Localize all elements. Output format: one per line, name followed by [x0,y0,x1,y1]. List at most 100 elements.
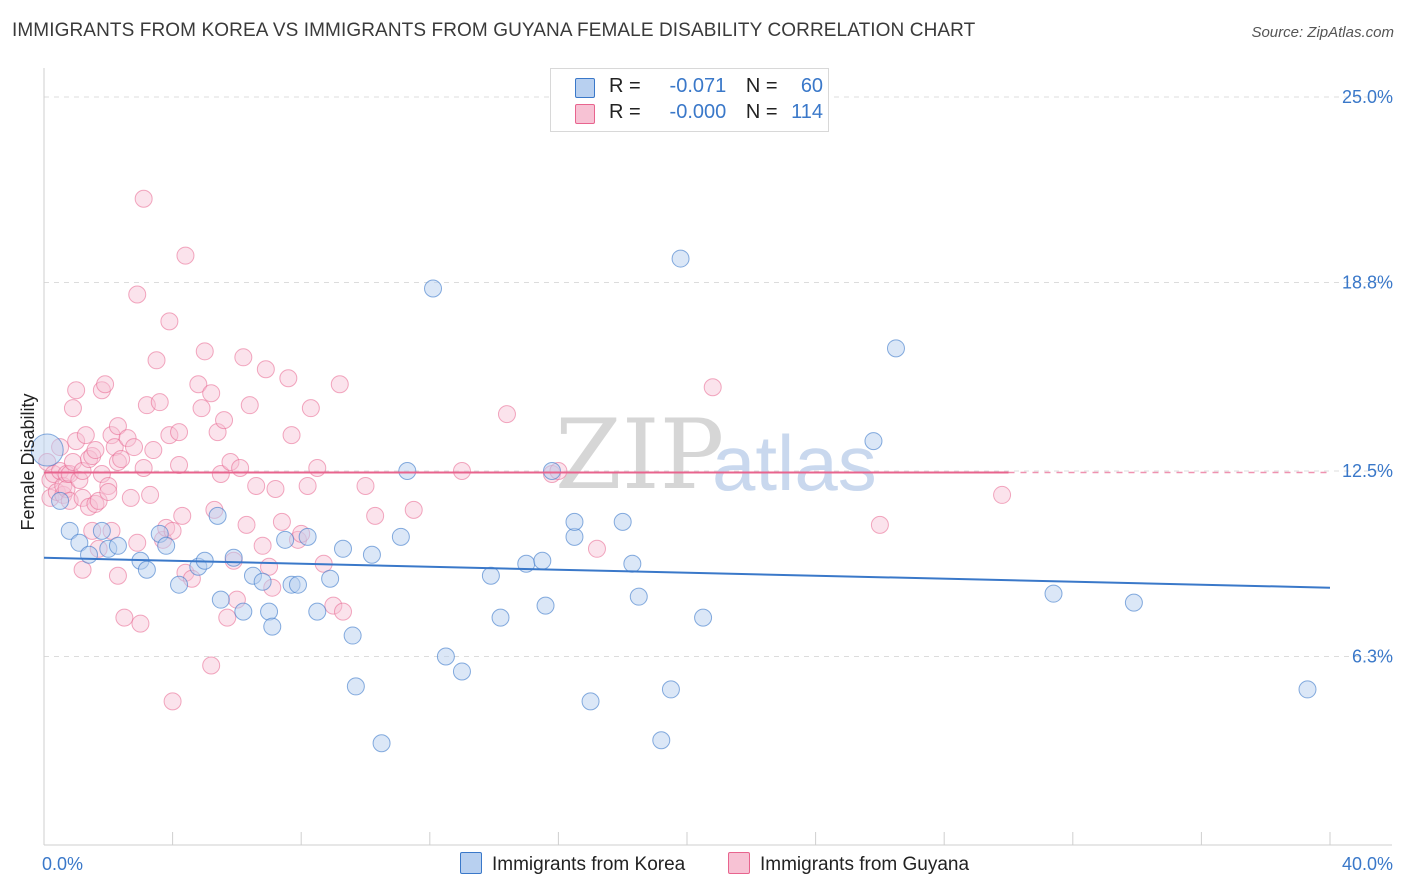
korea-point [137,560,156,579]
legend-swatch-korea [575,78,595,98]
guyana-point [115,608,134,627]
guyana-point [92,381,111,400]
korea-point [260,602,279,621]
korea-point [288,575,307,594]
korea-point [1044,584,1063,603]
legend-text-korea: R = -0.071 N = 60 [609,75,823,98]
guyana-point [240,396,259,415]
guyana-point [144,441,163,460]
guyana-points [38,189,1012,711]
guyana-point [128,285,147,304]
korea-point [298,527,317,546]
guyana-point [108,453,127,472]
korea-point [886,339,905,358]
guyana-point [202,656,221,675]
korea-point [70,533,89,552]
korea-point [308,602,327,621]
guyana-point [333,602,352,621]
guyana-point [121,488,140,507]
guyana-point [587,539,606,558]
guyana-point [266,479,285,498]
korea-point [208,506,227,525]
guyana-point [202,384,221,403]
guyana-point [356,476,375,495]
korea-point [372,734,391,753]
y-tick-label: 18.8% [1342,273,1393,293]
korea-point [652,731,671,750]
guyana-point [237,515,256,534]
guyana-point [173,506,192,525]
guyana-point [112,450,131,469]
correlation-legend: R = -0.071 N = 60 R = -0.000 N = 114 [550,68,829,132]
guyana-point [73,462,92,480]
guyana-point [452,462,471,480]
x-tick-label: 0.0% [42,854,83,874]
korea-point [362,545,381,564]
korea-point [157,536,176,555]
guyana-point [86,441,105,460]
y-tick-label: 25.0% [1342,87,1393,107]
grid-lines [44,96,1392,658]
guyana-point [221,453,240,472]
korea-point [565,512,584,531]
korea-point [533,551,552,570]
guyana-point [256,360,275,379]
guyana-point [308,459,327,478]
guyana-point [170,456,189,475]
guyana-point [99,482,118,501]
guyana-point [160,312,179,331]
guyana-point [282,426,301,445]
guyana-point [234,348,253,367]
korea-point [623,554,642,573]
chart-title: IMMIGRANTS FROM KOREA VS IMMIGRANTS FROM… [12,20,976,41]
guyana-point [253,536,272,555]
korea-point [391,527,410,546]
bottom-legend-swatch-korea [460,852,482,874]
korea-point [80,545,99,564]
korea-point [170,575,189,594]
guyana-point [993,485,1012,504]
korea-point [234,602,253,621]
guyana-point [215,411,234,430]
korea-point [333,539,352,558]
korea-trend-line [43,556,1331,589]
guyana-point [73,560,92,579]
tick-labels: 6.3% 12.5% 18.8% 25.0% 0.0% 40.0% [42,87,1393,874]
guyana-point [63,399,82,418]
guyana-point [67,381,86,400]
guyana-point [96,375,115,394]
guyana-point [195,342,214,361]
korea-point [864,432,883,451]
korea-point [565,527,584,546]
legend-korea-r-value: -0.071 [669,75,727,97]
guyana-point [247,476,266,495]
legend-guyana-n-value: 114 [791,101,824,123]
korea-point [253,572,272,591]
guyana-point [497,405,516,424]
guyana-point [147,351,166,370]
korea-point [424,279,443,298]
guyana-point [108,566,127,585]
guyana-point [131,614,150,633]
legend-guyana-n-label: N = [745,101,778,123]
korea-point [491,608,510,627]
guyana-point [189,375,208,394]
guyana-point [208,423,227,442]
guyana-point [67,432,86,451]
guyana-point [86,494,105,513]
korea-point [481,566,500,585]
guyana-point [218,608,237,627]
legend-guyana-r-value: -0.000 [669,101,727,123]
trend-lines [43,471,1331,589]
legend-swatch-guyana [575,104,595,124]
legend-guyana-r-label: R = [609,101,641,123]
guyana-point [105,438,124,457]
bottom-legend-label-guyana: Immigrants from Guyana [760,854,970,875]
guyana-point [298,476,317,495]
guyana-point [163,692,182,711]
guyana-point [125,438,144,457]
korea-point [398,462,417,480]
guyana-point [128,533,147,552]
korea-point [263,617,282,636]
korea-point [581,692,600,711]
